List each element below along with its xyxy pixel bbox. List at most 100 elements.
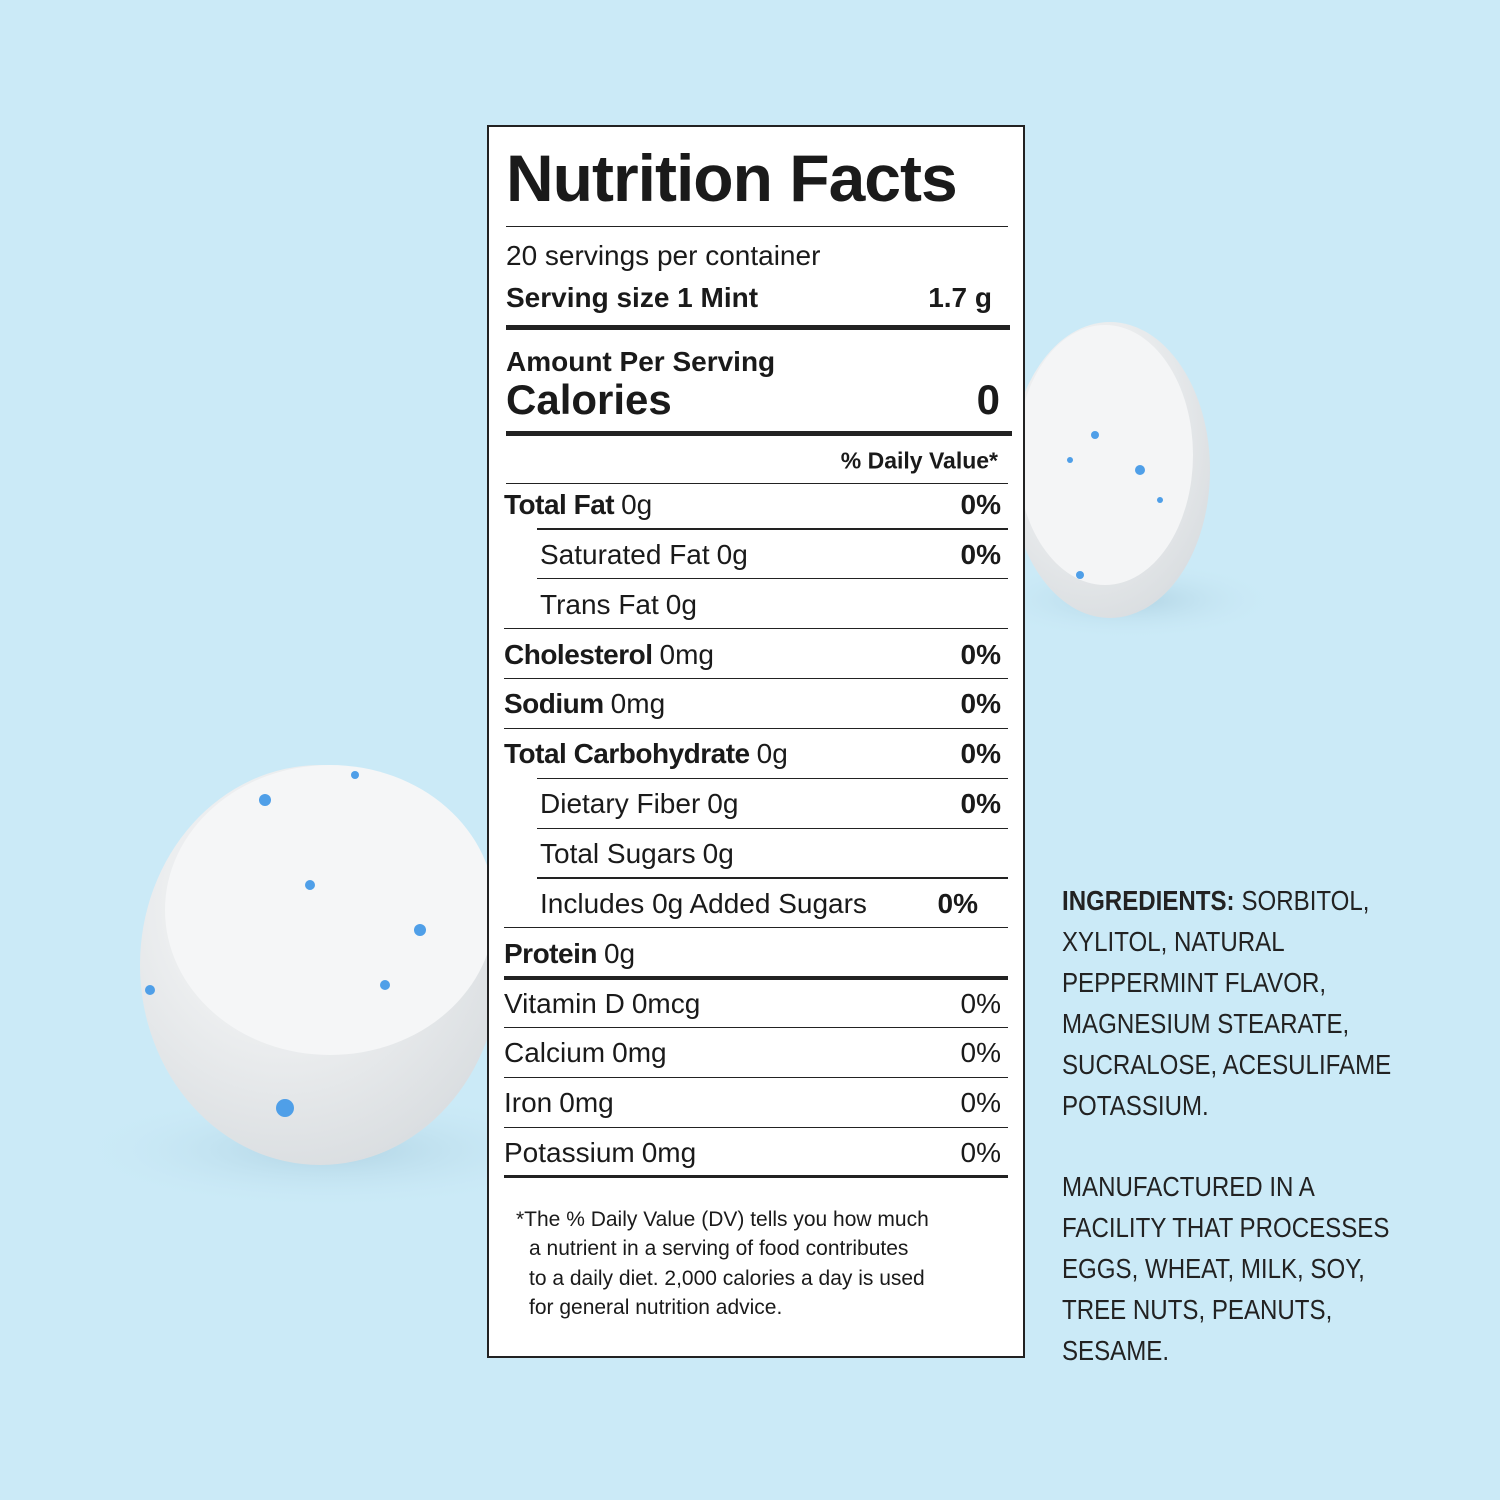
nutrient-name: Sodium [504,688,604,720]
ingredients-line: POTASSIUM. [1062,1085,1391,1126]
dv-header: % Daily Value* [840,447,998,474]
nutrient-row: Saturated Fat 0g [540,539,748,571]
calories-value: 0 [976,376,1000,423]
allergen-text: SESAME. [1062,1335,1170,1366]
daily-value: 0% [960,788,1001,820]
nutrient-amount: 0mcg [631,987,701,1019]
nutrient-amount: 0mg [641,1137,697,1169]
rule [504,727,1008,729]
rule [504,975,1008,980]
ingredients-line: INGREDIENTS: SORBITOL, [1062,880,1391,921]
nutrient-name: Trans Fat [540,588,659,620]
ingredients-text: MAGNESIUM STEARATE, [1062,1008,1350,1039]
allergen-text: TREE NUTS, PEANUTS, [1062,1294,1333,1325]
nutrient-row: Dietary Fiber 0g [540,788,738,820]
rule [537,827,1008,829]
nutrient-row: Vitamin D 0mcg [504,988,700,1020]
ingredients-text: XYLITOL, NATURAL [1062,926,1285,957]
nutrient-name: Total Sugars [540,837,696,869]
footnote-line: *The % Daily Value (DV) tells you how mu… [516,1208,929,1231]
nutrient-row: Iron 0mg [504,1087,614,1119]
rule [506,430,1012,436]
nutrient-amount: 0mg [612,1037,667,1069]
nutrient-row: Protein 0g [504,938,635,970]
nutrient-name: Protein [504,937,597,969]
nutrient-row: Includes 0g Added Sugars [540,888,867,920]
rule [537,777,1008,779]
title: Nutrition Facts [506,141,958,215]
rule [506,324,1010,330]
daily-value: 0% [937,887,978,919]
serving-size-value: 1.7 g [928,282,992,313]
nutrient-amount: 0mg [659,638,714,670]
nutrient-name: Cholesterol [504,638,653,670]
nutrient-amount: 0mg [610,688,666,720]
allergen-line: TREE NUTS, PEANUTS, [1062,1289,1389,1330]
nutrient-name: Saturated Fat [540,538,710,570]
nutrient-row: Potassium 0mg [504,1137,696,1169]
rule [504,1174,1008,1178]
rule [504,1076,1008,1078]
ingredients-text: POTASSIUM. [1062,1090,1209,1121]
daily-value: 0% [960,987,1001,1019]
ingredients-text: SUCRALOSE, ACESULIFAME [1062,1049,1392,1080]
nutrient-name: Vitamin D [504,987,625,1019]
daily-value: 0% [960,738,1001,770]
ingredients-line: XYLITOL, NATURAL [1062,921,1391,962]
nutrient-row: Calcium 0mg [504,1037,667,1069]
ingredients-line: PEPPERMINT FLAVOR, [1062,962,1391,1003]
nutrient-row: Total Fat 0g [504,489,652,521]
allergen-line: FACILITY THAT PROCESSES [1062,1207,1389,1248]
ingredients-line: MAGNESIUM STEARATE, [1062,1003,1391,1044]
allergen-line: MANUFACTURED IN A [1062,1166,1389,1207]
nutrient-amount: 0g [603,937,636,969]
nutrient-amount: 0g [716,538,748,570]
nutrient-row: Trans Fat 0g [540,589,697,621]
footnote-line: a nutrient in a serving of food contribu… [529,1237,909,1261]
ingredients-text: PEPPERMINT FLAVOR, [1062,967,1327,998]
ingredients-heading: INGREDIENTS: [1062,885,1235,916]
rule [504,927,1008,929]
allergen-line: EGGS, WHEAT, MILK, SOY, [1062,1248,1389,1289]
allergen-text: MANUFACTURED IN A [1062,1171,1315,1202]
allergen-statement: MANUFACTURED IN A FACILITY THAT PROCESSES… [1062,1166,1389,1371]
calories-label: Calories [506,376,672,423]
rule [537,528,1008,530]
servings: 20 servings per container [506,240,821,271]
allergen-text: FACILITY THAT PROCESSES [1062,1212,1390,1243]
ingredients-line: SUCRALOSE, ACESULIFAME [1062,1044,1391,1085]
nutrient-amount: 0mg [559,1087,614,1119]
rule [506,225,1008,227]
footnote-line: to a daily diet. 2,000 calories a day is… [529,1266,925,1290]
daily-value: 0% [960,1037,1001,1069]
allergen-line: SESAME. [1062,1330,1389,1371]
daily-value: 0% [960,688,1001,720]
rule [506,482,1008,484]
nutrient-row: Cholesterol 0mg [504,639,714,671]
rule [537,578,1008,580]
rule [504,1126,1008,1128]
nutrient-row: Total Sugars 0g [540,838,734,870]
amount-per-serving: Amount Per Serving [506,346,776,377]
nutrient-name: Dietary Fiber [540,788,701,820]
rule [537,877,1008,879]
daily-value: 0% [960,1087,1001,1119]
nutrient-name: Total Fat [504,489,615,520]
daily-value: 0% [960,538,1001,570]
nutrient-name: Includes 0g Added Sugars [540,887,867,919]
nutrient-amount: 0g [665,588,697,620]
nutrient-row: Sodium 0mg [504,688,665,720]
allergen-text: EGGS, WHEAT, MILK, SOY, [1062,1253,1365,1284]
nutrient-amount: 0g [621,489,653,520]
nutrient-amount: 0g [707,788,739,820]
footnote-line: for general nutrition advice. [529,1295,783,1319]
nutrient-amount: 0g [756,738,788,770]
daily-value: 0% [960,638,1001,670]
serving-size: Serving size 1 Mint [506,282,759,313]
nutrient-amount: 0g [702,837,734,869]
rule [504,1026,1008,1029]
ingredients-text: SORBITOL, [1241,885,1370,916]
nutrient-name: Total Carbohydrate [504,738,750,770]
